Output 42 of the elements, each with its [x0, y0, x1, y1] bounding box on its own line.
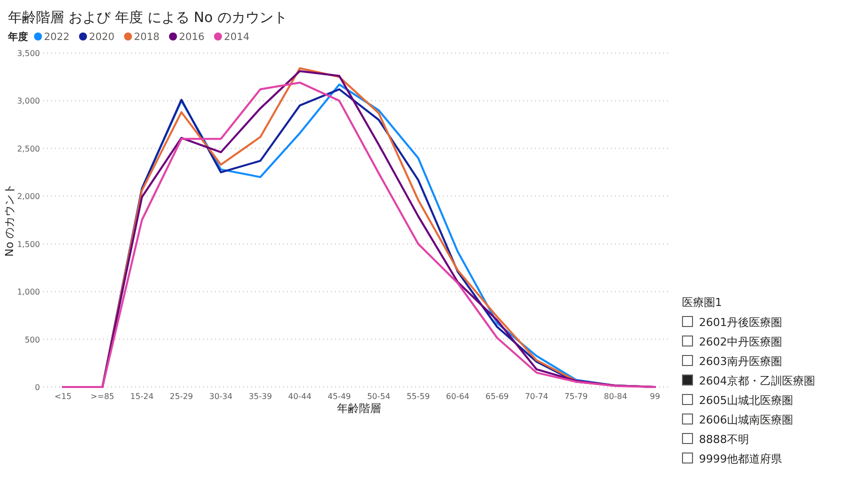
legend-label: 2018 [134, 32, 160, 43]
x-tick-label: 45-49 [328, 392, 351, 401]
category-label: 2602中丹医療圏 [699, 336, 782, 348]
x-tick-label: 70-74 [524, 392, 548, 401]
x-tick-label: 80-84 [604, 392, 628, 401]
category-label: 2606山城南医療圏 [699, 414, 793, 426]
category-label: 2604京都・乙訓医療圏 [699, 374, 815, 388]
x-tick-label: 50-54 [367, 392, 390, 401]
x-tick-label: 55-59 [406, 392, 430, 401]
x-tick-label: 40-44 [288, 392, 312, 401]
x-tick-label: 15-24 [130, 392, 154, 401]
category-label: 2603南丹医療圏 [699, 355, 782, 368]
category-label: 2601丹後医療圏 [699, 316, 782, 329]
category-label: 9999他都道府県 [699, 452, 782, 466]
legend-title: 年度 [7, 31, 28, 43]
y-tick-label: 1,000 [17, 288, 40, 297]
y-tick-label: 2,500 [17, 144, 40, 154]
y-tick-label: 3,500 [17, 49, 40, 58]
x-tick-label: <15 [54, 392, 72, 401]
x-axis-title: 年齢階層 [337, 402, 381, 415]
category-label: 2605山城北医療圏 [699, 394, 793, 407]
y-tick-label: 2,000 [17, 192, 40, 202]
x-tick-label: 60-64 [446, 392, 470, 401]
x-tick-label: 25-29 [170, 392, 194, 401]
x-tick-label: 35-39 [248, 392, 272, 401]
y-tick-label: 1,500 [17, 240, 40, 249]
text: 医療圏1 [682, 296, 722, 309]
legend-label: 2016 [179, 32, 204, 43]
x-tick-label: 99 [650, 392, 660, 401]
chart-title: 年齢階層 および 年度 による No のカウント [8, 10, 288, 26]
y-tick-label: 3,000 [17, 96, 40, 106]
legend-label: 2020 [89, 32, 114, 43]
legend-label: 2022 [44, 32, 70, 43]
y-axis-title: No のカウント [3, 183, 16, 257]
x-tick-label: 65-69 [486, 392, 509, 401]
legend-label: 2014 [224, 32, 250, 43]
y-tick-label: 500 [24, 335, 40, 344]
x-tick-label: >=85 [90, 392, 114, 401]
x-tick-label: 75-79 [564, 392, 588, 401]
category-label: 8888不明 [699, 433, 749, 446]
y-tick-label: 0 [34, 383, 40, 392]
x-tick-label: 30-34 [209, 392, 232, 401]
